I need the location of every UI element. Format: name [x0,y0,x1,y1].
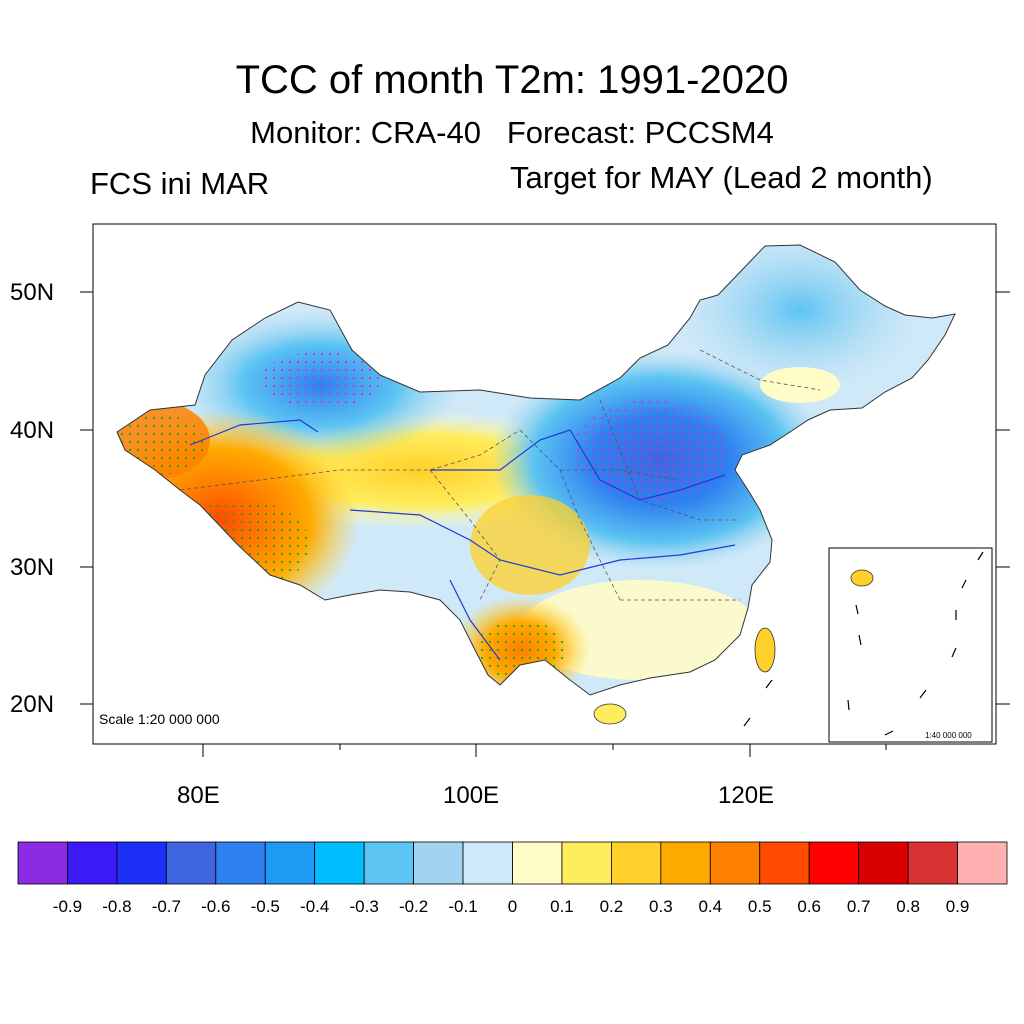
colorbar-swatch [957,841,1008,885]
colorbar-tick-label: -0.2 [398,897,429,916]
colorbar-swatch [17,841,68,885]
colorbar-tick-label: 0 [507,897,518,916]
lat-label-20n: 20N [10,691,55,718]
colorbar-swatch [215,841,266,885]
colorbar-tick-label: 0.3 [649,897,673,916]
colorbar-tick-label: -0.4 [300,897,330,916]
stipple-northwest [260,352,380,408]
colorbar-swatch [264,841,316,885]
colorbar-swatch [808,841,860,885]
colorbar-swatch [561,841,612,885]
colorbar-tick-label: 0.1 [550,897,574,916]
colorbar-swatch [413,841,464,885]
colorbar-swatch [611,841,662,885]
taiwan-island [754,627,776,673]
lat-label-30n: 30N [10,554,55,581]
colorbar-swatch [462,841,513,885]
colorbar-swatch [907,841,958,885]
target-label: Target for MAY (Lead 2 month) [510,160,933,195]
colorbar-tick-label: 0.9 [945,897,970,916]
colorbar-tick-label: -0.9 [52,897,83,916]
colorbar-swatch [314,841,365,885]
colorbar-tick-label: 0.7 [846,897,871,916]
colorbar-swatch [660,841,711,885]
colorbar-tick-label: -0.8 [102,897,132,916]
colorbar-swatch [363,841,414,885]
lon-label-100e: 100E [443,782,500,809]
china-border [116,244,956,696]
colorbar-tick-label: -0.5 [250,897,280,916]
subtitle-line: Monitor: CRA-40 Forecast: PCCSM4 [0,115,1024,151]
south-sea-dashes [743,679,773,727]
colorbar-tick-label: -0.6 [201,897,231,916]
colorbar-tick-label: 0.6 [797,897,821,916]
field-yellow-central [470,495,590,595]
field-yellow-ne [760,367,840,403]
lon-label-80e: 80E [177,782,220,809]
inset-dashes [847,551,984,736]
init-label: FCS ini MAR [90,166,270,201]
rivers [189,419,736,661]
colorbar-swatch [116,841,167,885]
map-scale-label: Scale 1:20 000 000 [99,711,220,727]
stipple-north-china [570,400,730,500]
lon-label-120e: 120E [718,782,775,809]
colorbar-tick-label: 0.5 [747,897,772,916]
monitor-label: Monitor: CRA-40 [250,115,481,150]
colorbar-tick-label: 0.8 [896,897,920,916]
lat-label-50n: 50N [10,279,55,306]
forecast-label: Forecast: PCCSM4 [506,115,774,150]
colorbar-swatch [165,841,217,885]
colorbar-tick-label: 0.2 [599,897,624,916]
inset-scale-label: 1:40 000 000 [925,731,972,740]
hainan-island [593,703,627,725]
colorbar-swatch [67,841,118,885]
chart-title: TCC of month T2m: 1991-2020 [235,58,789,102]
inset-hainan [850,569,874,587]
colorbar-swatch [709,841,761,885]
colorbar-swatch [759,841,810,885]
lat-label-40n: 40N [10,417,55,444]
colorbar [17,841,1008,885]
colorbar-tick-label: -0.3 [349,897,379,916]
colorbar-tick-label: 0.4 [698,897,723,916]
colorbar-swatch [512,841,563,885]
colorbar-tick-label: -0.1 [448,897,478,916]
colorbar-swatch [858,841,909,885]
colorbar-tick-label: -0.7 [151,897,181,916]
axis-ticks [80,291,1010,757]
